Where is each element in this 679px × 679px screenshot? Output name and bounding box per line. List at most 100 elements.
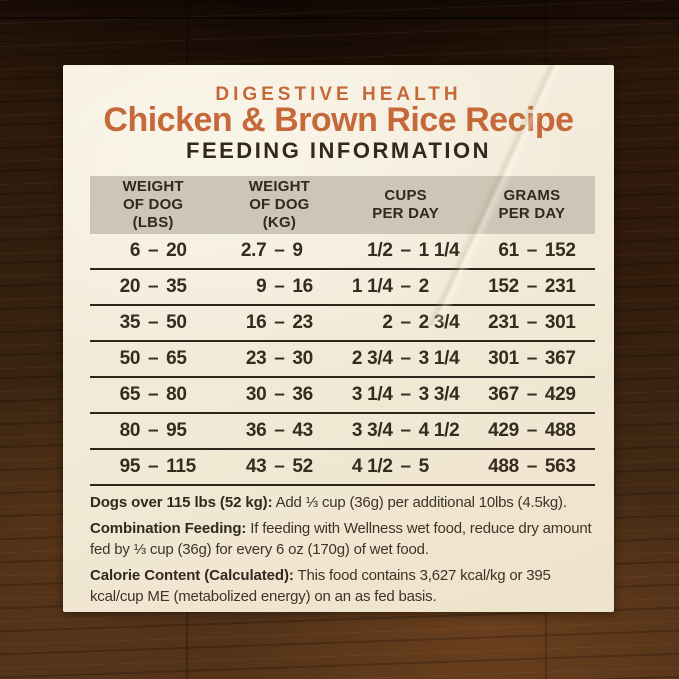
range-min: 9 [256,276,267,297]
table-cell-grams: 301–367 [469,348,595,370]
range-max: 231 [544,276,576,297]
range-max: 429 [544,384,576,405]
range-dash: – [526,348,538,369]
note-lead: Calorie Content (Calculated): [90,567,294,584]
table-cell-kg: 16–23 [216,312,342,334]
range-min: 2.7 [240,240,267,261]
table-cell-grams: 61–152 [469,240,595,262]
column-header-weight-lbs: WEIGHT OF DOG (LBS) [122,178,184,231]
range-min: 20 [119,276,141,297]
range-dash: – [400,312,411,333]
range-min: 95 [119,456,141,477]
range-dash: – [147,420,159,441]
feeding-table: WEIGHT OF DOG (LBS) WEIGHT OF DOG (KG) C… [90,176,595,486]
range-max: 367 [544,348,576,369]
range-max: 488 [544,420,576,441]
table-cell-lbs: 95–115 [90,456,216,478]
note-text: Add ⅓ cup (36g) per additional 10lbs (4.… [272,494,567,511]
range-dash: – [147,348,159,369]
range-max: 50 [166,312,187,333]
range-dash: – [526,240,538,261]
table-cell-kg: 23–30 [216,348,342,370]
table-cell-lbs: 50–65 [90,348,216,370]
range-dash: – [526,312,538,333]
range-min: 50 [119,348,141,369]
range-max: 563 [544,456,576,477]
note-combination-feeding: Combination Feeding: If feeding with Wel… [90,518,597,560]
table-header-row: WEIGHT OF DOG (LBS) WEIGHT OF DOG (KG) C… [90,176,595,234]
range-dash: – [400,348,411,369]
range-max: 152 [544,240,576,261]
range-dash: – [147,240,159,261]
table-cell-grams: 488–563 [469,456,595,478]
range-max: 2 3/4 [418,312,460,333]
range-min: 488 [488,456,519,477]
range-dash: – [147,276,159,297]
range-min: 6 [129,240,141,261]
range-min: 152 [488,276,519,297]
range-min: 4 1/2 [351,456,393,477]
table-cell-cups: 4 1/2–5 [343,456,469,478]
range-max: 65 [166,348,187,369]
range-min: 1/2 [367,240,393,261]
range-dash: – [526,276,538,297]
range-max: 23 [292,312,313,333]
table-row: 6–20 2.7–9 1/2–1 1/4 61–152 [90,234,595,270]
range-max: 3 1/4 [418,348,460,369]
range-max: 35 [166,276,187,297]
range-min: 36 [245,420,267,441]
range-min: 35 [119,312,141,333]
range-max: 95 [166,420,187,441]
table-row: 80–95 36–43 3 3/4–4 1/2 429–488 [90,414,595,450]
range-max: 43 [292,420,313,441]
range-dash: – [274,384,285,405]
range-dash: – [274,276,285,297]
range-dash: – [400,420,411,441]
table-cell-lbs: 65–80 [90,384,216,406]
range-max: 16 [292,276,313,297]
table-row: 95–115 43–52 4 1/2–5 488–563 [90,450,595,486]
range-min: 61 [498,240,519,261]
range-dash: – [400,240,411,261]
note-calorie-content: Calorie Content (Calculated): This food … [90,565,597,607]
range-max: 20 [166,240,187,261]
range-max: 36 [292,384,313,405]
note-lead: Combination Feeding: [90,520,247,537]
feeding-notes: Dogs over 115 lbs (52 kg): Add ⅓ cup (36… [90,492,597,612]
category-title: DIGESTIVE HEALTH [215,84,462,105]
range-min: 2 3/4 [351,348,393,369]
table-cell-grams: 152–231 [469,276,595,298]
table-cell-kg: 36–43 [216,420,342,442]
table-cell-grams: 231–301 [469,312,595,334]
range-max: 115 [166,456,196,477]
note-lead: Dogs over 115 lbs (52 kg): [90,494,273,511]
table-cell-lbs: 6–20 [90,240,216,262]
note-text: If feeding with Wellness wet food, reduc… [90,520,592,558]
table-row: 65–80 30–36 3 1/4–3 3/4 367–429 [90,378,595,414]
table-cell-lbs: 80–95 [90,420,216,442]
range-max: 52 [292,456,313,477]
table-cell-grams: 367–429 [469,384,595,406]
range-dash: – [400,384,411,405]
range-dash: – [274,240,285,261]
range-dash: – [400,276,411,297]
range-dash: – [526,384,538,405]
column-header-grams-per-day: GRAMS PER DAY [498,187,566,222]
range-min: 16 [245,312,267,333]
recipe-title: Chicken & Brown Rice Recipe [103,101,574,139]
range-min: 301 [488,348,519,369]
range-min: 23 [245,348,267,369]
column-header-cups-per-day: CUPS PER DAY [372,187,439,222]
range-min: 1 1/4 [351,276,393,297]
range-dash: – [274,348,285,369]
range-min: 3 1/4 [351,384,393,405]
table-cell-kg: 9–16 [216,276,342,298]
table-cell-lbs: 35–50 [90,312,216,334]
range-min: 43 [245,456,267,477]
range-max: 1 1/4 [418,240,460,261]
section-title: FEEDING INFORMATION [186,138,491,163]
range-min: 30 [245,384,267,405]
table-cell-kg: 43–52 [216,456,342,478]
range-dash: – [147,312,159,333]
range-dash: – [526,456,538,477]
